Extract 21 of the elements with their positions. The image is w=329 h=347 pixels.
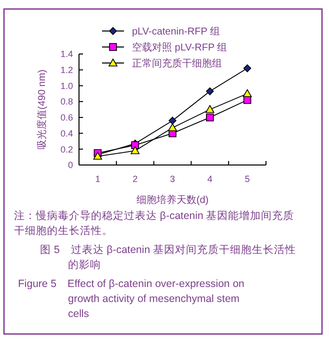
y-tick-label: 0.6: [60, 112, 73, 123]
y-tick-label: 0.4: [60, 128, 73, 138]
x-tick-label: 4: [207, 174, 212, 184]
legend-label: 正常间充质干细胞组: [132, 58, 222, 70]
caption: 图 5 过表达 β-catenin 基因对间充质干细胞生长活性的影响: [40, 243, 296, 271]
x-tick-label: 1: [95, 174, 100, 184]
caption: Figure 5 Effect of β-catenin over-expression on growth activity of mesenchymal stem cells: [18, 278, 245, 320]
y-tick-label: 1.4: [60, 49, 73, 60]
x-tick-label: 2: [132, 174, 138, 184]
x-tick-label: 5: [244, 174, 250, 184]
legend-label: 空载对照 pLV-RFP 组: [132, 42, 228, 54]
x-tick-label: 3: [170, 174, 176, 184]
y-tick-label: 0: [68, 160, 73, 170]
y-tick-label: 1.0: [60, 80, 73, 91]
y-tick-label: 1.2: [60, 65, 73, 76]
text: 注：慢病毒介导的稳定过表达 β-catenin 基因能增加间充质干细胞的生长活性。: [14, 209, 294, 237]
y-axis-title: 吸光度值(490 nm): [36, 69, 48, 150]
x-axis-title: 细胞培养天数(d): [136, 194, 209, 206]
legend-label: pLV-catenin-RFP 组: [132, 26, 220, 38]
y-tick-label: 0.2: [60, 144, 73, 154]
y-tick-label: 0.8: [60, 96, 73, 107]
